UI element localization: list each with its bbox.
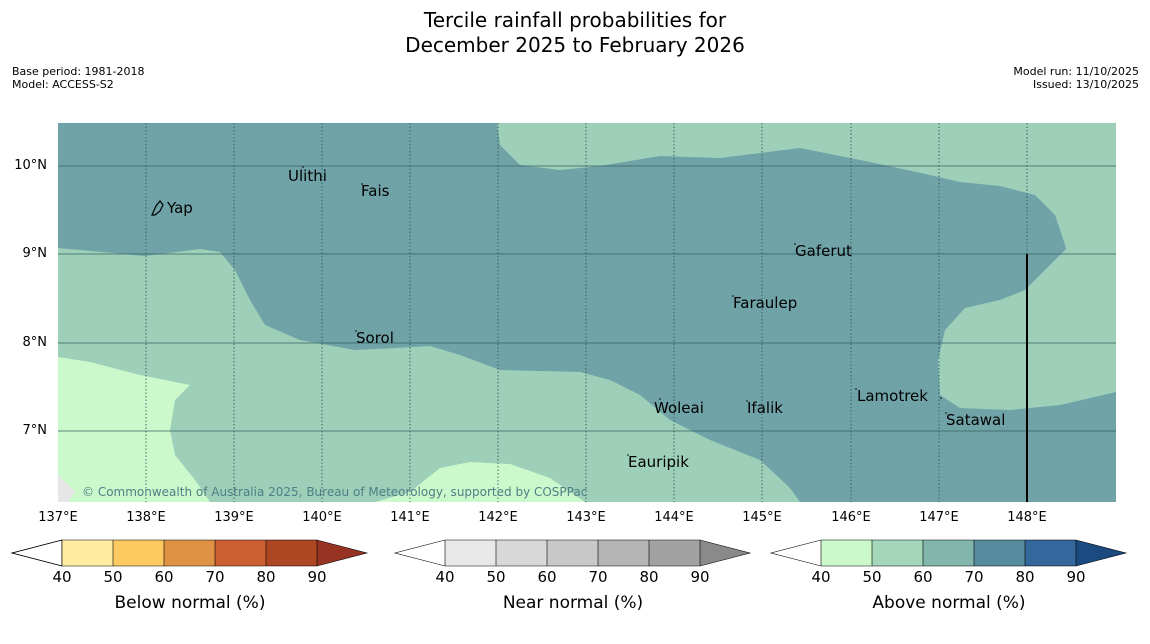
cbar-above-tick-60: 60 — [913, 568, 933, 586]
colorbar-above — [769, 539, 1128, 567]
cbar-near-tick-90: 90 — [690, 568, 710, 586]
place-faraulep: Faraulep — [733, 294, 798, 312]
atoll-markers — [302, 166, 947, 456]
cbar-above-tick-80: 80 — [1015, 568, 1035, 586]
cbar-near-label: Near normal (%) — [502, 593, 644, 613]
title-line-2: December 2025 to February 2026 — [405, 33, 745, 57]
lon-label-147e: 147°E — [919, 510, 959, 525]
lon-label-143e: 143°E — [566, 510, 606, 525]
model-name: Model: ACCESS-S2 — [12, 78, 114, 91]
copyright-notice: © Commonwealth of Australia 2025, Bureau… — [82, 485, 588, 499]
issued-date: Issued: 13/10/2025 — [1032, 78, 1139, 91]
lon-label-146e: 146°E — [831, 510, 871, 525]
lat-label-9n: 9°N — [22, 246, 48, 261]
place-satawal: Satawal — [946, 411, 1006, 429]
cbar-above-tick-70: 70 — [964, 568, 984, 586]
region-above-40-south — [375, 462, 585, 502]
cbar-below-tick-80: 80 — [256, 568, 276, 586]
cbar-near-tick-70: 70 — [588, 568, 608, 586]
cbar-below-tick-60: 60 — [154, 568, 174, 586]
cbar-below-tick-70: 70 — [205, 568, 225, 586]
lon-label-142e: 142°E — [478, 510, 518, 525]
cbar-above-tick-50: 50 — [862, 568, 882, 586]
cbar-near-tick-50: 50 — [486, 568, 506, 586]
lon-label-148e: 148°E — [1007, 510, 1047, 525]
title-line-1: Tercile rainfall probabilities for — [423, 8, 727, 32]
cbar-near-tick-80: 80 — [639, 568, 659, 586]
chart-title: Tercile rainfall probabilities for Decem… — [0, 8, 1150, 58]
cbar-near-tick-60: 60 — [537, 568, 557, 586]
region-above-50-north — [497, 123, 1116, 300]
lat-label-10n: 10°N — [14, 158, 47, 173]
place-fais: Fais — [361, 182, 390, 200]
place-ifalik: Ifalik — [747, 399, 783, 417]
region-above-40-southwest — [58, 357, 210, 502]
cbar-above-tick-40: 40 — [811, 568, 831, 586]
lon-label-140e: 140°E — [302, 510, 342, 525]
lon-label-139e: 139°E — [214, 510, 254, 525]
cbar-below-tick-90: 90 — [307, 568, 327, 586]
place-eauripik: Eauripik — [628, 453, 689, 471]
lon-label-141e: 141°E — [390, 510, 430, 525]
lon-label-138e: 138°E — [126, 510, 166, 525]
lat-label-7n: 7°N — [22, 423, 48, 438]
cbar-near-tick-40: 40 — [435, 568, 455, 586]
lon-label-137e: 137°E — [38, 510, 78, 525]
place-yap: Yap — [167, 199, 193, 217]
meta-right: Model run: 11/10/2025 Issued: 13/10/2025 — [1013, 65, 1139, 91]
cbar-below-label: Below normal (%) — [114, 593, 266, 613]
colorbar-below — [10, 539, 369, 567]
base-period: Base period: 1981-2018 — [12, 65, 145, 78]
lon-label-145e: 145°E — [742, 510, 782, 525]
cbar-below-tick-50: 50 — [103, 568, 123, 586]
cbar-above-label: Above normal (%) — [872, 593, 1026, 613]
yap-island-outline — [151, 200, 164, 216]
cbar-below-tick-40: 40 — [52, 568, 72, 586]
region-above-50-south — [58, 248, 800, 502]
lon-label-144e: 144°E — [654, 510, 694, 525]
place-ulithi: Ulithi — [288, 167, 327, 185]
map-regions — [58, 123, 1116, 502]
place-sorol: Sorol — [356, 329, 394, 347]
place-woleai: Woleai — [654, 399, 704, 417]
model-run: Model run: 11/10/2025 — [1013, 65, 1139, 78]
lat-label-8n: 8°N — [22, 335, 48, 350]
meta-left: Base period: 1981-2018 Model: ACCESS-S2 — [12, 65, 144, 91]
place-lamotrek: Lamotrek — [857, 387, 928, 405]
cbar-above-tick-90: 90 — [1066, 568, 1086, 586]
region-no-data — [58, 475, 75, 502]
place-gaferut: Gaferut — [795, 242, 852, 260]
colorbar-near — [393, 539, 752, 567]
